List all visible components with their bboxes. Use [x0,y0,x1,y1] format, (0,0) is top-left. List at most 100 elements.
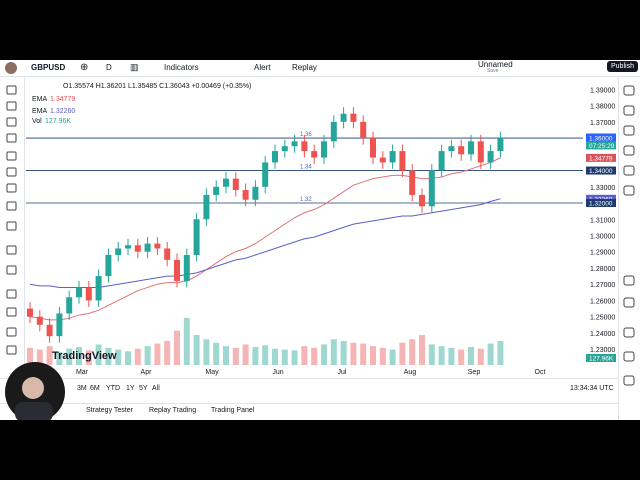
volume-bar [291,350,298,365]
publish-button[interactable]: Publish [607,61,638,72]
candle-body [125,245,131,249]
tool-icon [6,117,17,127]
avatar[interactable] [5,62,17,74]
ema-label: EMA [32,96,48,103]
y-tick-label: 1.24000 [590,331,615,338]
volume-bar [262,345,269,365]
volume-bar [497,341,504,365]
top-toolbar: GBPUSD ⊕ D ▥ Indicators Alert Replay Unn… [0,60,640,77]
panel-icon [623,105,635,116]
price-tag-label: 1.34779 [589,155,613,162]
y-tick-label: 1.27000 [590,282,615,289]
candle-body [448,146,455,152]
tool-icon [6,345,17,355]
range-button[interactable]: 3M [77,385,87,392]
screen: GBPUSD ⊕ D ▥ Indicators Alert Replay Unn… [0,60,640,420]
range-button[interactable]: 5Y [139,385,148,392]
chart-type[interactable]: ▥ [130,62,139,72]
y-tick-label: 1.28000 [590,266,615,273]
bottom-tab[interactable]: Replay Trading [149,407,197,414]
panel-icon [623,275,635,286]
candle-body [134,245,141,252]
panel-icon [623,145,635,156]
bottom-tab[interactable]: Strategy Tester [86,407,133,414]
x-tick-label: Sep [468,369,481,376]
volume-bar [399,342,406,365]
volume-bar [330,339,337,365]
volume-bar [242,344,249,365]
volume-bar [477,348,484,365]
volume-bar [66,348,73,365]
candle-body [164,248,171,260]
volume-bar [370,346,376,365]
range-button[interactable]: 6M [90,385,100,392]
volume-bar [389,349,396,365]
candle-body [428,170,435,207]
y-tick-label: 1.25000 [590,315,615,322]
save[interactable]: Save [487,68,499,74]
volume-bar [27,347,33,365]
layout-name[interactable]: Unnamed [478,60,513,69]
candle-body [85,287,92,301]
ohlc-legend: O1.35574 H1.36201 L1.35485 C1.36043 +0.0… [63,83,252,90]
candle-body [350,113,357,122]
x-tick-label: Apr [141,369,153,376]
symbol[interactable]: GBPUSD [31,63,66,72]
y-tick-label: 1.30000 [590,233,615,240]
candle-body [458,146,465,155]
candle-body [389,151,396,163]
y-tick-label: 1.38000 [590,104,615,111]
range-button[interactable]: All [152,385,160,392]
candle-body [399,151,406,171]
price-tag [586,134,616,143]
volume-bar [438,346,445,365]
tool-icon [6,327,17,337]
tool-icon [6,101,17,111]
candle-body [379,157,386,163]
chart: 1.39000 1.38000 1.37000 1.33000 1.31000 1.300… [6,85,635,386]
panel-icon [623,327,635,338]
y-tick-label: 1.33000 [590,185,615,192]
ema-value: 1.32260 [50,108,76,115]
ema-line [29,198,501,288]
volume-bar [134,348,141,365]
volume-bar [340,341,347,365]
alert[interactable]: Alert [254,63,271,72]
bottom-tab[interactable]: Trading Panel [211,407,255,414]
interval[interactable]: D [106,63,112,72]
indicators[interactable]: Indicators [164,63,199,72]
candle-body [487,151,494,163]
range-button[interactable]: YTD [106,385,120,392]
volume-bar [232,347,239,365]
y-tick-label: 1.26000 [590,298,615,305]
panel-icon [623,375,635,386]
level-label: 1.34 [300,165,312,171]
volume-bar [183,317,190,365]
range-button[interactable]: 1Y [126,385,135,392]
replay[interactable]: Replay [292,63,317,72]
volume-bar [350,342,357,365]
x-tick-label: Jul [338,369,347,376]
volume-bar [174,330,180,365]
price-tag [586,153,616,162]
tool-icon [6,183,17,193]
volume-bar [252,347,259,365]
y-tick-label: 1.23000 [590,347,615,354]
volume-tag-label: 127.96K [589,356,614,363]
candle-body [497,138,504,152]
candle-body [115,248,122,255]
tool-icon [6,85,17,95]
volume-bar [115,349,122,365]
price-tag [586,194,616,203]
volume-bar [409,339,416,365]
bottom-panel-tabs [0,403,618,420]
countdown-bg [586,141,616,150]
volume-bar [95,344,102,365]
volume-bar [301,346,308,365]
add-symbol[interactable]: ⊕ [80,62,89,73]
panel-icon [623,85,635,96]
candle-body [27,308,33,317]
vol-label: Vol [32,118,42,125]
x-tick-label: Oct [535,369,546,376]
candle-body [174,259,180,281]
